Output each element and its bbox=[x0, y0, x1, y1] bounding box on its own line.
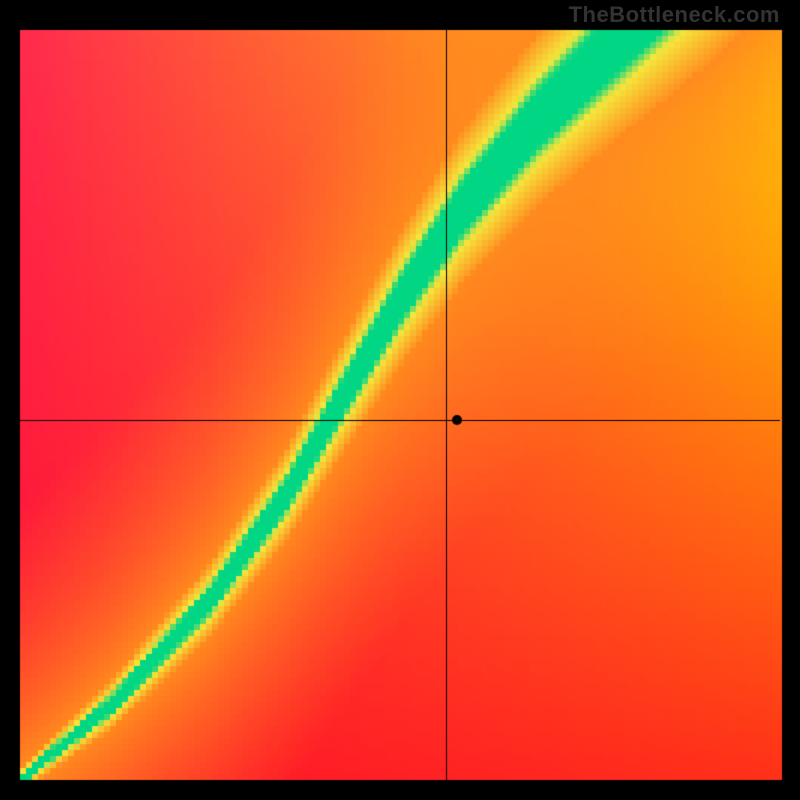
watermark: TheBottleneck.com bbox=[569, 2, 780, 28]
bottleneck-heatmap bbox=[0, 0, 800, 800]
